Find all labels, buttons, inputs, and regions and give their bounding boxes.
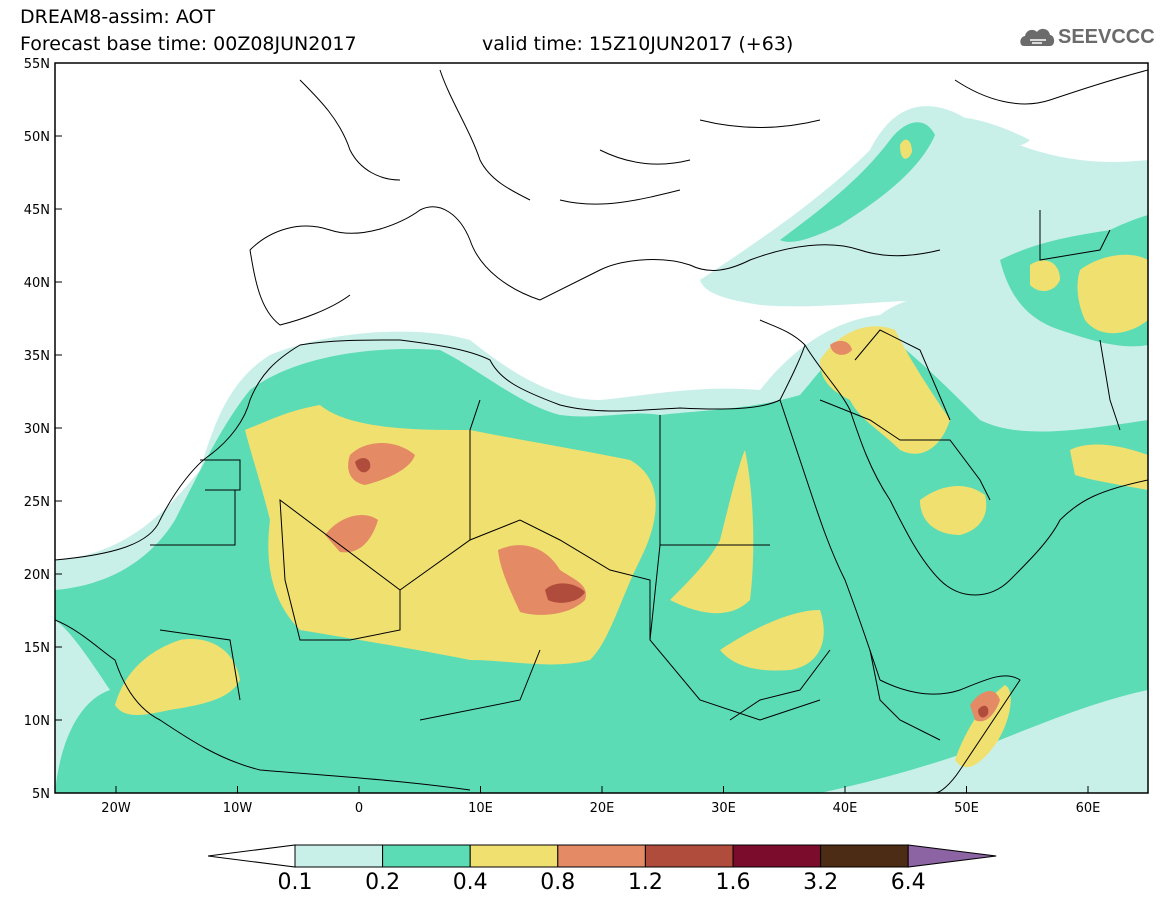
lon-tick-label: 20W <box>101 801 131 816</box>
lon-tick-label: 0 <box>355 801 363 816</box>
lon-tick-label: 50E <box>954 801 979 816</box>
valid-time: valid time: 15Z10JUN2017 (+63) <box>482 33 794 55</box>
colorbar-label: 0.4 <box>452 870 488 895</box>
colorbar-swatch <box>557 844 646 868</box>
colorbar-label: 1.2 <box>627 870 663 895</box>
colorbar-swatch <box>820 844 909 868</box>
colorbar-swatch <box>294 844 384 868</box>
lat-tick-label: 15N <box>24 641 50 656</box>
colorbar-label: 6.4 <box>890 870 926 895</box>
lon-tick-label: 10E <box>468 801 493 816</box>
colorbar-over-arrow <box>907 844 997 868</box>
lat-tick-label: 10N <box>24 714 50 729</box>
lon-tick-label: 40E <box>833 801 858 816</box>
colorbar-label: 3.2 <box>803 870 839 895</box>
lat-tick-label: 55N <box>24 57 50 72</box>
logo-text: SEEVCCC <box>1058 26 1155 48</box>
colorbar-label: 0.8 <box>540 870 576 895</box>
lon-tick-label: 20E <box>590 801 615 816</box>
colorbar-label: 0.1 <box>277 870 313 895</box>
aot-level-1.2 <box>355 458 989 718</box>
colorbar-label: 0.2 <box>365 870 401 895</box>
aot-contours <box>55 106 1148 793</box>
coastlines-and-borders <box>55 69 1148 793</box>
lon-tick-label: 30E <box>711 801 736 816</box>
lat-tick-label: 25N <box>24 495 50 510</box>
lon-tick-label: 60E <box>1076 801 1101 816</box>
lon-tick-label: 10W <box>223 801 253 816</box>
map-title: DREAM8-assim: AOT <box>20 6 216 28</box>
colorbar <box>207 844 997 868</box>
longitude-axis: 20W 10W 0 10E 20E 30E 40E 50E 60E <box>101 786 1100 816</box>
latitude-axis: 55N 50N 45N 40N 35N 30N 25N 20N 15N 10N 5N <box>24 57 62 802</box>
colorbar-swatch <box>644 844 734 868</box>
colorbar-label: 1.6 <box>715 870 751 895</box>
lat-tick-label: 35N <box>24 349 50 364</box>
lat-tick-label: 5N <box>32 787 50 802</box>
lat-tick-label: 40N <box>24 276 50 291</box>
base-time: Forecast base time: 00Z08JUN2017 <box>20 33 357 55</box>
lat-tick-label: 30N <box>24 422 50 437</box>
cloud-logo-icon <box>1020 28 1055 46</box>
colorbar-swatch <box>469 844 559 868</box>
colorbar-swatch <box>732 844 822 868</box>
lat-tick-label: 50N <box>24 130 50 145</box>
lat-tick-label: 45N <box>24 203 50 218</box>
lat-tick-label: 20N <box>24 568 50 583</box>
colorbar-swatch <box>382 844 471 868</box>
colorbar-under-arrow <box>207 844 296 868</box>
